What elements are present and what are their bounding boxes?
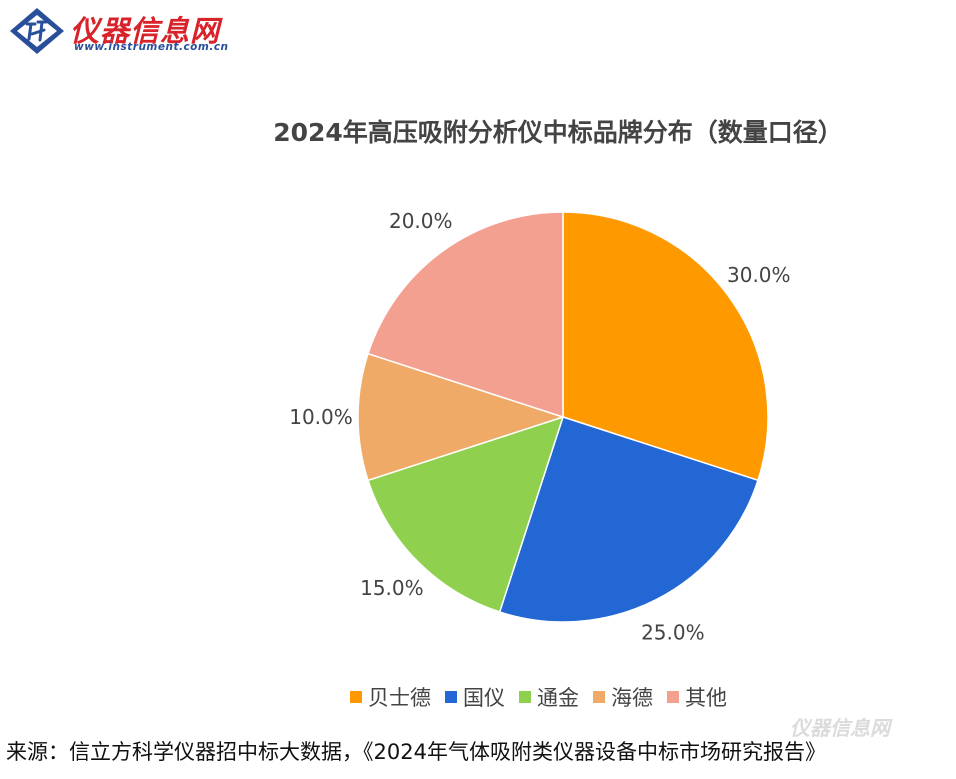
legend-label: 国仪	[463, 686, 505, 710]
legend-swatch	[445, 691, 457, 703]
legend-item: 其他	[667, 682, 727, 712]
pie-slice-3	[367, 415, 565, 613]
slice-value-label: 25.0%	[641, 621, 705, 645]
legend-label: 通金	[537, 686, 579, 710]
legend-item: 通金	[519, 682, 579, 712]
logo-brand-text: 仪器信息网	[70, 14, 221, 48]
slice-value-label: 10.0%	[289, 405, 353, 429]
legend-swatch	[350, 691, 362, 703]
chart-legend: 贝士德 国仪 通金 海德 其他	[350, 682, 727, 712]
source-note: 来源：信立方科学仪器招中标大数据，《2024年气体吸附类仪器设备中标市场研究报告…	[6, 740, 826, 764]
legend-swatch	[593, 691, 605, 703]
legend-label: 其他	[685, 686, 727, 710]
logo-mark-icon	[10, 8, 64, 54]
legend-item: 海德	[593, 682, 653, 712]
pie-slice-2	[498, 416, 759, 623]
legend-swatch	[667, 691, 679, 703]
legend-swatch	[519, 691, 531, 703]
legend-label: 海德	[611, 686, 653, 710]
pie-slice-5	[367, 211, 564, 419]
slice-value-label: 20.0%	[389, 209, 453, 233]
legend-item: 贝士德	[350, 682, 431, 712]
watermark: 仪器信息网	[790, 716, 890, 740]
chart-title: 2024年高压吸附分析仪中标品牌分布（数量口径）	[273, 118, 843, 147]
logo-url-text: www.instrument.com.cn	[74, 41, 229, 53]
slice-value-label: 15.0%	[360, 576, 424, 600]
slice-value-label: 30.0%	[727, 263, 791, 287]
legend-item: 国仪	[445, 682, 505, 712]
logo: 仪器信息网 www.instrument.com.cn	[8, 6, 268, 56]
pie-slice-1	[562, 211, 769, 482]
pie-slice-4	[357, 352, 566, 482]
legend-label: 贝士德	[368, 686, 431, 710]
